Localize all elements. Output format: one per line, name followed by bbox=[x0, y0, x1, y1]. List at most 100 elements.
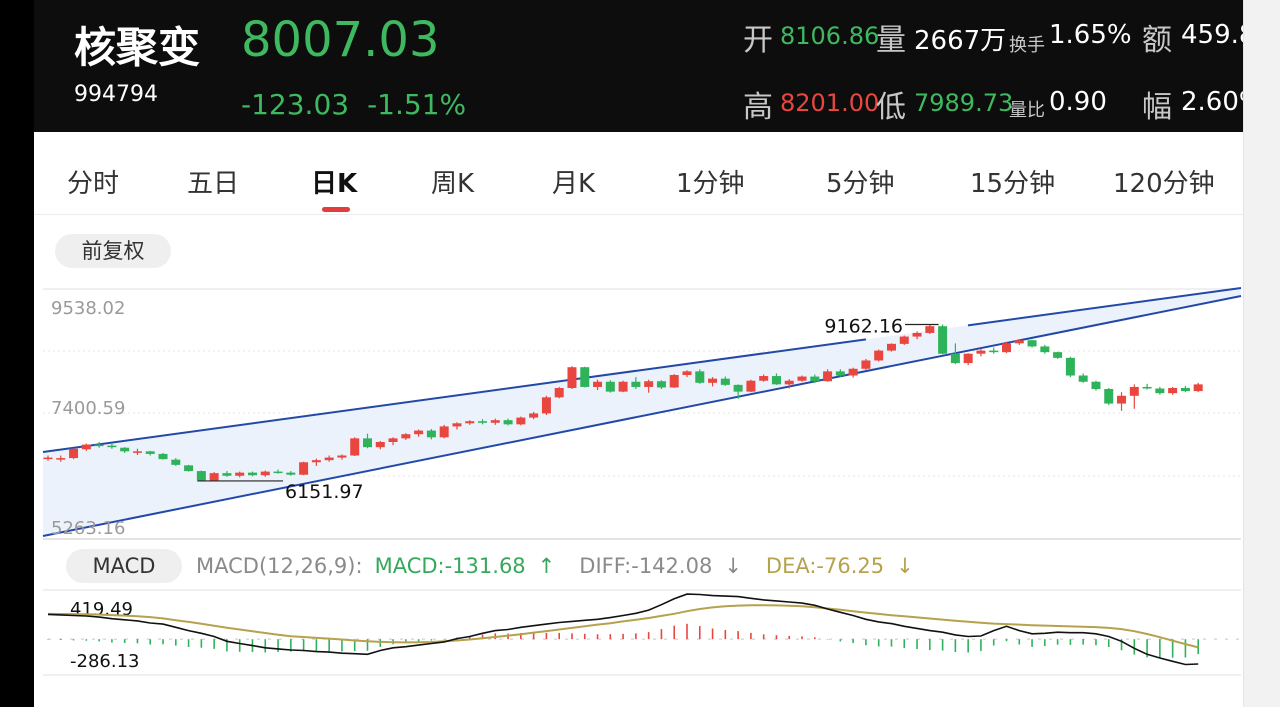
candle bbox=[286, 471, 296, 476]
candle bbox=[1155, 386, 1165, 395]
candle bbox=[976, 348, 986, 357]
candle-body bbox=[976, 350, 986, 354]
diff-value: DIFF:-142.08 ↓ bbox=[579, 554, 754, 578]
candle bbox=[708, 377, 718, 387]
trend-channel-fill bbox=[43, 288, 1241, 536]
channel-upper-line bbox=[42, 338, 867, 453]
candle-body bbox=[618, 381, 628, 392]
candle bbox=[299, 461, 309, 476]
candle-body bbox=[184, 465, 194, 472]
dea-value: DEA:-76.25 ↓ bbox=[766, 554, 926, 578]
candle bbox=[1027, 339, 1037, 348]
macd-min-label: -286.13 bbox=[70, 651, 139, 672]
candle-body bbox=[490, 420, 500, 423]
volume-ratio-value: 0.90 bbox=[1049, 87, 1107, 117]
candle bbox=[43, 455, 53, 461]
candle bbox=[541, 395, 551, 415]
indicator-selector[interactable]: MACD bbox=[66, 549, 182, 583]
candle bbox=[426, 429, 436, 440]
turnover-label: 换手 bbox=[1009, 35, 1045, 56]
stock-name: 核聚变 bbox=[74, 23, 201, 72]
dea-value-text: DEA:-76.25 bbox=[765, 554, 885, 578]
candle-body bbox=[1027, 340, 1037, 347]
candle-body bbox=[414, 430, 424, 435]
period-tabs: 分时 五日 日K 周K 月K 1分钟 5分钟 15分钟 120分钟 bbox=[34, 148, 1243, 215]
candle bbox=[695, 369, 705, 384]
candle-body bbox=[1002, 343, 1011, 353]
candle bbox=[1180, 385, 1190, 393]
candle bbox=[759, 374, 769, 382]
candle-body bbox=[989, 350, 999, 353]
candle-body bbox=[94, 444, 104, 447]
price-change: -123.03 -1.51% bbox=[241, 88, 466, 121]
candle bbox=[196, 470, 206, 481]
candle-body bbox=[950, 353, 960, 364]
candle bbox=[746, 379, 756, 393]
tab-five-day[interactable]: 五日 bbox=[187, 169, 240, 199]
candle-body bbox=[631, 381, 641, 387]
candle bbox=[1065, 356, 1075, 378]
candle-body bbox=[209, 473, 219, 481]
candle-body bbox=[375, 441, 385, 448]
candle-body bbox=[848, 368, 858, 376]
candle bbox=[835, 369, 845, 378]
tab-1min[interactable]: 1分钟 bbox=[676, 169, 745, 199]
candle-body bbox=[56, 458, 66, 460]
candle bbox=[554, 386, 564, 399]
candle-body bbox=[593, 381, 603, 387]
candle bbox=[861, 358, 871, 370]
candle-body bbox=[605, 381, 615, 392]
tab-5min[interactable]: 5分钟 bbox=[826, 169, 895, 199]
candle bbox=[490, 418, 500, 425]
candle-body bbox=[247, 472, 257, 476]
candle bbox=[184, 464, 194, 472]
candle bbox=[388, 437, 398, 446]
low-value: 7989.73 bbox=[914, 89, 1014, 117]
tab-15min[interactable]: 15分钟 bbox=[970, 169, 1056, 199]
high-label: 高 bbox=[743, 90, 773, 125]
candle bbox=[1091, 380, 1101, 391]
volume-ratio-label: 量比 bbox=[1009, 100, 1045, 121]
candle-body bbox=[1091, 381, 1101, 390]
candle bbox=[720, 376, 730, 386]
candle-body bbox=[759, 376, 769, 381]
candle-body bbox=[260, 471, 270, 476]
tab-monthly-k[interactable]: 月K bbox=[552, 169, 596, 199]
candle-body bbox=[1014, 340, 1024, 344]
candle bbox=[644, 379, 654, 393]
candle-body bbox=[886, 343, 896, 351]
tab-weekly-k[interactable]: 周K bbox=[431, 169, 475, 199]
candle-body bbox=[784, 380, 794, 385]
adjust-mode-button[interactable]: 前复权 bbox=[55, 234, 171, 268]
candle-body bbox=[938, 326, 948, 354]
tab-daily-k[interactable]: 日K bbox=[311, 169, 358, 199]
candle-body bbox=[835, 371, 845, 376]
kline-chart[interactable]: 9538.027400.595263.169162.166151.97419.4… bbox=[0, 0, 1243, 707]
candle bbox=[1014, 339, 1024, 345]
candle bbox=[848, 367, 858, 378]
candle bbox=[874, 349, 884, 362]
high-value: 8201.00 bbox=[780, 89, 880, 117]
candle bbox=[247, 471, 257, 477]
tab-120min[interactable]: 120分钟 bbox=[1113, 169, 1215, 199]
candle bbox=[273, 469, 283, 474]
low-label: 低 bbox=[876, 90, 906, 125]
tab-intraday[interactable]: 分时 bbox=[67, 169, 120, 199]
candle-body bbox=[43, 457, 53, 460]
candle bbox=[899, 335, 909, 345]
amplitude-value: 2.60% bbox=[1181, 87, 1243, 117]
candle-body bbox=[132, 451, 142, 453]
candle bbox=[605, 380, 615, 393]
candle bbox=[1053, 351, 1063, 359]
candle bbox=[401, 433, 411, 440]
candle bbox=[529, 411, 539, 420]
candle bbox=[733, 384, 743, 399]
volume-label: 量 bbox=[876, 23, 906, 58]
candle bbox=[324, 455, 334, 462]
candle-body bbox=[1104, 389, 1114, 404]
candle bbox=[912, 331, 922, 340]
left-edge-strip bbox=[0, 0, 34, 707]
candle bbox=[145, 450, 155, 456]
candle-body bbox=[797, 376, 807, 381]
candle bbox=[1002, 341, 1011, 354]
